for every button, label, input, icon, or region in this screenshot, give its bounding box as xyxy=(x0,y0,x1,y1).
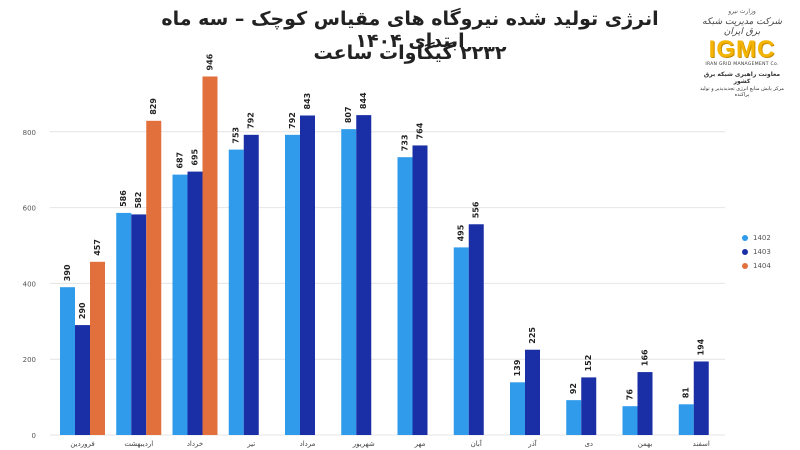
data-label: 946 xyxy=(206,53,215,70)
data-label: 695 xyxy=(191,148,200,165)
bar-1403 xyxy=(412,145,428,435)
legend-item-1402: 1402 xyxy=(742,231,771,245)
data-label: 92 xyxy=(569,383,578,394)
x-tick-label: تیر xyxy=(246,440,255,448)
bar-1404 xyxy=(90,261,105,435)
logo-brand: IGMC xyxy=(708,36,776,63)
x-tick-label: خرداد xyxy=(187,440,203,448)
x-tick-label: شهریور xyxy=(352,440,375,448)
bar-1403 xyxy=(525,349,540,435)
data-label: 152 xyxy=(584,355,593,372)
legend-item-1404: 1404 xyxy=(742,259,771,273)
y-tick-label: 200 xyxy=(23,356,36,364)
bar-1403 xyxy=(75,325,90,435)
data-label: 807 xyxy=(344,106,353,123)
data-label: 166 xyxy=(641,349,650,366)
bar-1402 xyxy=(116,212,132,435)
data-label: 792 xyxy=(247,112,256,129)
bar-1403 xyxy=(187,171,203,435)
data-label: 829 xyxy=(149,98,158,115)
x-tick-label: اسفند xyxy=(693,440,710,448)
y-tick-label: 800 xyxy=(23,129,36,137)
logo-script-text: شرکت مدیریت شبکه برق ایران xyxy=(702,17,782,37)
data-label: 764 xyxy=(416,122,425,139)
x-tick-label: اردیبهشت xyxy=(124,440,153,448)
data-label: 81 xyxy=(682,387,691,399)
bar-1403 xyxy=(693,361,709,435)
legend-label: 1402 xyxy=(753,234,771,242)
bar-1402 xyxy=(285,134,300,435)
data-label: 390 xyxy=(63,264,72,281)
data-label: 586 xyxy=(119,190,128,207)
bar-1402 xyxy=(397,157,413,435)
data-label: 844 xyxy=(359,92,368,109)
logo-subtitle: معاونت راهبری شبکه برق کشور xyxy=(703,71,781,85)
data-label: 457 xyxy=(93,239,102,256)
bar-1403 xyxy=(637,372,653,435)
bar-1402 xyxy=(228,149,244,435)
y-tick-label: 0 xyxy=(32,432,36,440)
data-label: 225 xyxy=(528,327,537,344)
bar-1402 xyxy=(172,174,188,435)
data-label: 290 xyxy=(78,302,87,319)
data-label: 76 xyxy=(626,389,635,401)
legend-swatch xyxy=(742,249,748,255)
legend-label: 1403 xyxy=(753,248,771,256)
bar-1403 xyxy=(468,224,484,435)
y-tick-label: 600 xyxy=(23,205,36,213)
chart-legend: 1402 1403 1404 xyxy=(742,231,771,273)
bar-1402 xyxy=(678,404,694,435)
data-label: 194 xyxy=(697,338,706,355)
bar-1403 xyxy=(300,115,315,436)
bar-1403 xyxy=(131,214,147,435)
bar-1403 xyxy=(581,377,597,435)
data-label: 792 xyxy=(288,112,297,129)
logo-english-name: IRAN GRID MANAGEMENT Co. xyxy=(705,62,779,67)
data-label: 582 xyxy=(134,192,143,209)
legend-swatch xyxy=(742,235,748,241)
legend-swatch xyxy=(742,263,748,269)
x-tick-label: فروردین xyxy=(70,440,94,448)
x-tick-label: مرداد xyxy=(300,440,316,448)
bar-1402 xyxy=(622,406,638,435)
bar-1402 xyxy=(341,129,357,435)
legend-label: 1404 xyxy=(753,262,771,270)
data-label: 556 xyxy=(472,201,481,218)
x-tick-label: دی xyxy=(584,440,593,448)
data-label: 753 xyxy=(232,127,241,144)
igmc-logo: وزارت نیرو شرکت مدیریت شبکه برق ایران IG… xyxy=(696,8,788,98)
data-label: 843 xyxy=(303,93,312,110)
bar-1402 xyxy=(453,247,469,435)
x-tick-label: مهر xyxy=(414,440,426,448)
data-label: 495 xyxy=(457,224,466,241)
bar-1402 xyxy=(510,382,525,435)
logo-subtitle-2: مرکز پایش منابع انرژی تجدیدپذیر و تولید … xyxy=(700,86,784,98)
x-tick-label: آبان xyxy=(471,439,483,448)
bar-1403 xyxy=(243,134,259,435)
data-label: 687 xyxy=(176,152,185,169)
x-tick-label: بهمن xyxy=(638,440,653,448)
bar-1402 xyxy=(60,287,75,435)
bar-1404 xyxy=(202,76,218,435)
data-label: 139 xyxy=(513,359,522,376)
logo-org-top: وزارت نیرو xyxy=(728,8,756,15)
chart-title: انرژی تولید شده نیروگاه های مقیاس کوچک –… xyxy=(161,8,659,52)
bar-1404 xyxy=(146,120,162,436)
bar-1403 xyxy=(356,115,372,436)
legend-item-1403: 1403 xyxy=(742,245,771,259)
bar-1402 xyxy=(566,400,582,435)
y-tick-label: 400 xyxy=(23,280,36,288)
data-label: 733 xyxy=(401,134,410,151)
x-tick-label: آذر xyxy=(527,439,537,448)
chart-subtitle: ۲۲۳۲ گیگاوات ساعت xyxy=(313,42,507,64)
